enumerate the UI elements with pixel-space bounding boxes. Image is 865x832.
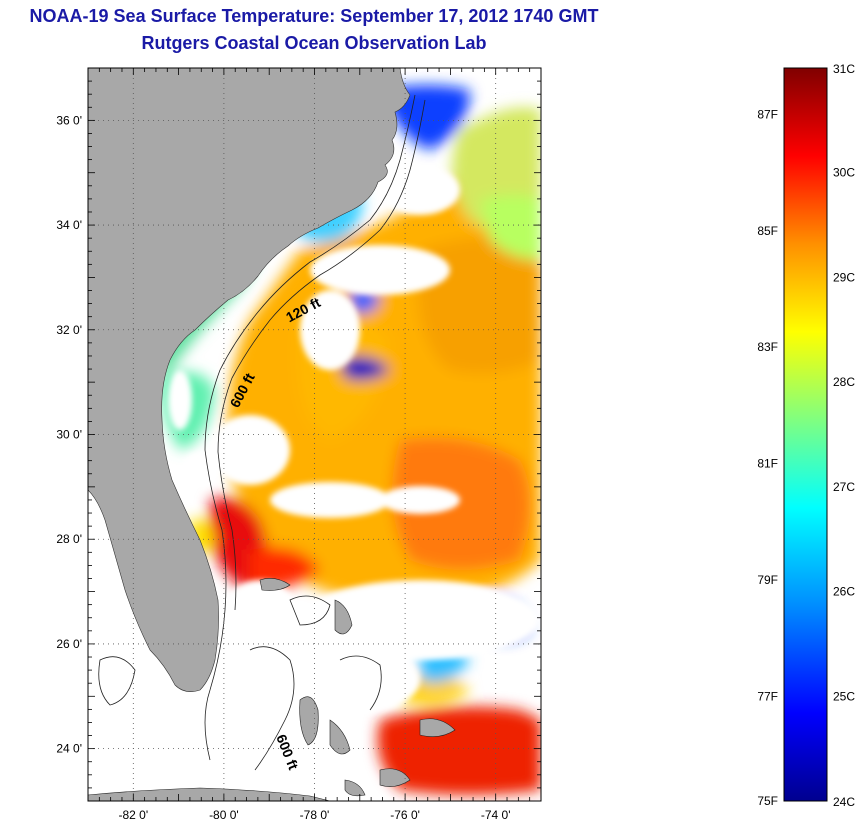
lat-tick-label: 36 0': [56, 113, 82, 127]
fahrenheit-tick-label: 77F: [757, 689, 778, 703]
fahrenheit-tick-label: 75F: [757, 794, 778, 808]
lat-tick-label: 32 0': [56, 323, 82, 337]
lon-tick-label: -74 0': [481, 808, 511, 822]
colorbar-celsius-labels: 31C 30C 29C 28C 27C 26C 25C 24C: [833, 62, 855, 809]
land-mass-us: [88, 68, 411, 692]
fahrenheit-tick-label: 85F: [757, 224, 778, 238]
lat-tick-label: 28 0': [56, 532, 82, 546]
celsius-tick-label: 26C: [833, 585, 855, 599]
axis-ticks: [87, 67, 542, 802]
celsius-tick-label: 29C: [833, 270, 855, 284]
lat-tick-label: 30 0': [56, 428, 82, 442]
celsius-tick-label: 28C: [833, 375, 855, 389]
lat-lon-grid: [88, 68, 541, 801]
bathymetry-contours: [98, 94, 426, 771]
cloud-mask: [168, 165, 540, 715]
fahrenheit-tick-label: 87F: [757, 108, 778, 122]
lat-tick-label: 24 0': [56, 742, 82, 756]
lat-tick-label: 26 0': [56, 637, 82, 651]
celsius-tick-label: 25C: [833, 689, 855, 703]
lon-tick-label: -82 0': [118, 808, 148, 822]
latitude-labels: 36 0' 34 0' 32 0' 30 0' 28 0' 26 0' 24 0': [56, 113, 82, 755]
celsius-tick-label: 31C: [833, 62, 855, 76]
colorbar: 31C 30C 29C 28C 27C 26C 25C 24C 87F 85F 83F 81F 79F…: [757, 62, 855, 809]
map-subtitle: Rutgers Coastal Ocean Observation Lab: [141, 33, 487, 53]
fahrenheit-tick-label: 79F: [757, 573, 778, 587]
map-title: NOAA-19 Sea Surface Temperature: Septemb…: [29, 6, 599, 26]
colorbar-scale: [783, 67, 828, 802]
colorbar-fahrenheit-labels: 87F 85F 83F 81F 79F 77F 75F: [757, 108, 778, 808]
celsius-tick-label: 30C: [833, 166, 855, 180]
bahamas-islands: [259, 578, 456, 797]
longitude-labels: -82 0' -80 0' -78 0' -76 0' -74 0': [118, 808, 510, 822]
lon-tick-label: -76 0': [390, 808, 420, 822]
lon-tick-label: -78 0': [300, 808, 330, 822]
fahrenheit-tick-label: 83F: [757, 340, 778, 354]
celsius-tick-label: 27C: [833, 480, 855, 494]
celsius-tick-label: 24C: [833, 795, 855, 809]
lon-tick-label: -80 0': [209, 808, 239, 822]
lat-tick-label: 34 0': [56, 218, 82, 232]
fahrenheit-tick-label: 81F: [757, 457, 778, 471]
